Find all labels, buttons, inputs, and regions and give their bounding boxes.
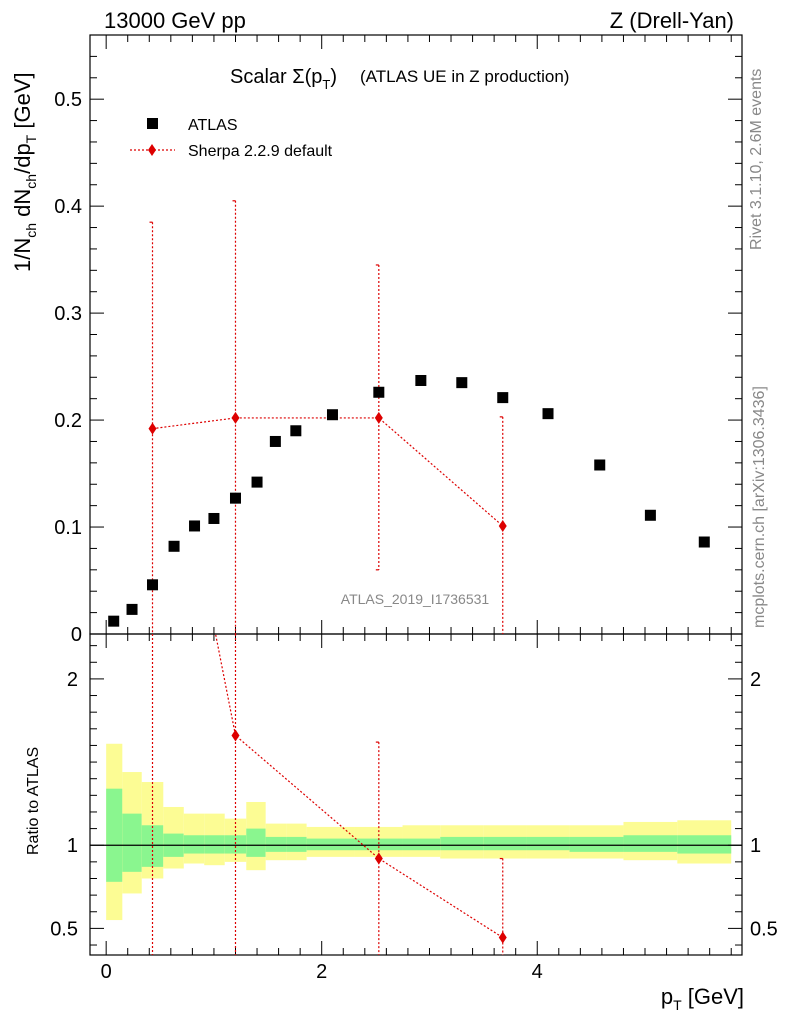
atlas-data-point — [168, 540, 180, 552]
main-y-tick-label: 0.2 — [54, 410, 82, 432]
legend-atlas-marker — [147, 118, 158, 129]
main-y-tick-label: 0.3 — [54, 303, 82, 325]
header-right: Z (Drell-Yan) — [610, 8, 734, 33]
ratio-band-inner — [623, 835, 678, 852]
ratio-band-inner — [483, 836, 527, 851]
ratio-band-inner — [569, 836, 624, 852]
ratio-band-inner — [106, 788, 123, 882]
ratio-y-tick-label: 2 — [67, 669, 78, 691]
atlas-data-series — [108, 374, 710, 627]
sherpa-main-point — [148, 422, 157, 435]
ratio-band-inner — [224, 835, 247, 854]
ratio-bands — [106, 743, 732, 921]
sherpa-ratio-point — [498, 931, 507, 944]
ratio-band-inner — [526, 836, 570, 851]
ratio-y-axis-label: Ratio to ATLAS — [25, 747, 42, 855]
plot-title-suffix: (ATLAS UE in Z production) — [360, 67, 569, 86]
ratio-band-inner — [306, 838, 355, 851]
atlas-data-point — [290, 425, 302, 437]
legend-sherpa-marker — [148, 144, 156, 156]
sherpa-main-point — [374, 411, 383, 424]
ratio-band-inner — [677, 835, 732, 854]
ratio-band-inner — [265, 836, 287, 852]
atlas-data-point — [126, 603, 138, 615]
atlas-data-point — [269, 435, 281, 447]
main-y-tick-label: 0.4 — [54, 196, 82, 218]
main-y-tick-label: 0.1 — [54, 517, 82, 539]
legend-atlas-label: ATLAS — [188, 117, 238, 134]
plot-title-sub: T — [322, 77, 330, 92]
atlas-data-point — [373, 386, 385, 398]
atlas-data-point — [108, 615, 120, 627]
ratio-y-tick-label-right: 1 — [750, 835, 761, 857]
atlas-data-point — [229, 492, 241, 504]
atlas-data-point — [189, 520, 201, 532]
atlas-data-point — [594, 459, 606, 471]
legend-sherpa-label: Sherpa 2.2.9 default — [188, 143, 333, 160]
sherpa-ratio-point — [374, 852, 383, 865]
header-left: 13000 GeV pp — [104, 8, 246, 33]
ratio-y-tick-label: 0.5 — [50, 918, 78, 940]
ratio-band-inner — [122, 813, 142, 872]
atlas-data-point — [415, 374, 427, 386]
x-tick-label: 2 — [316, 961, 327, 983]
ratio-y-tick-label-right: 2 — [750, 669, 761, 691]
analysis-watermark: ATLAS_2019_I1736531 — [341, 591, 490, 607]
sherpa-ratio-point — [231, 729, 240, 742]
ratio-band-inner — [402, 838, 441, 851]
sherpa-main-point — [498, 519, 507, 532]
atlas-data-point — [497, 392, 509, 404]
ratio-y-tick-label-right: 0.5 — [750, 918, 778, 940]
axis-ticks — [90, 35, 742, 955]
x-tick-label: 4 — [532, 961, 543, 983]
ratio-y-tick-label: 1 — [67, 835, 78, 857]
atlas-data-point — [644, 509, 656, 521]
plot-title-main: Scalar Σ(p — [230, 66, 322, 88]
ratio-band-inner — [440, 836, 484, 851]
x-axis-label: pT [GeV] — [661, 984, 744, 1013]
atlas-data-point — [147, 579, 159, 591]
sherpa-main-point — [231, 411, 240, 424]
main-y-tick-label: 0.5 — [54, 89, 82, 111]
atlas-data-point — [326, 409, 338, 421]
sherpa-ratio-line — [214, 634, 504, 939]
rivet-label: Rivet 3.1.10, 2.6M events — [748, 69, 765, 250]
axis-tick-labels: 0 0.1 0.2 0.3 0.4 0.5 0 2 4 0.5 0.5 1 1 2 2 — [50, 89, 778, 983]
x-tick-label: 0 — [101, 961, 112, 983]
atlas-data-point — [542, 408, 554, 420]
atlas-data-point — [251, 476, 263, 488]
atlas-data-point — [456, 377, 468, 389]
plot-title-close: ) — [330, 66, 337, 88]
atlas-data-point — [698, 536, 710, 548]
ratio-band-inner — [183, 835, 205, 854]
ratio-band-inner — [204, 835, 225, 854]
atlas-data-point — [208, 512, 220, 524]
ratio-band-inner — [354, 838, 403, 851]
ratio-band-inner — [246, 828, 266, 857]
plot-title: Scalar Σ(pT) — [230, 66, 337, 92]
main-y-axis-label: 1/Nch dNch/dpT [GeV] — [10, 72, 39, 272]
ratio-plot-frame — [89, 633, 743, 956]
sherpa-main-series — [148, 200, 507, 634]
sherpa-main-line — [152, 417, 504, 527]
main-y-tick-label: 0 — [71, 624, 82, 646]
sherpa-ratio-series — [151, 634, 507, 955]
mcplots-label: mcplots.cern.ch [arXiv:1306.3436] — [751, 386, 768, 628]
ratio-band-inner — [286, 836, 307, 852]
